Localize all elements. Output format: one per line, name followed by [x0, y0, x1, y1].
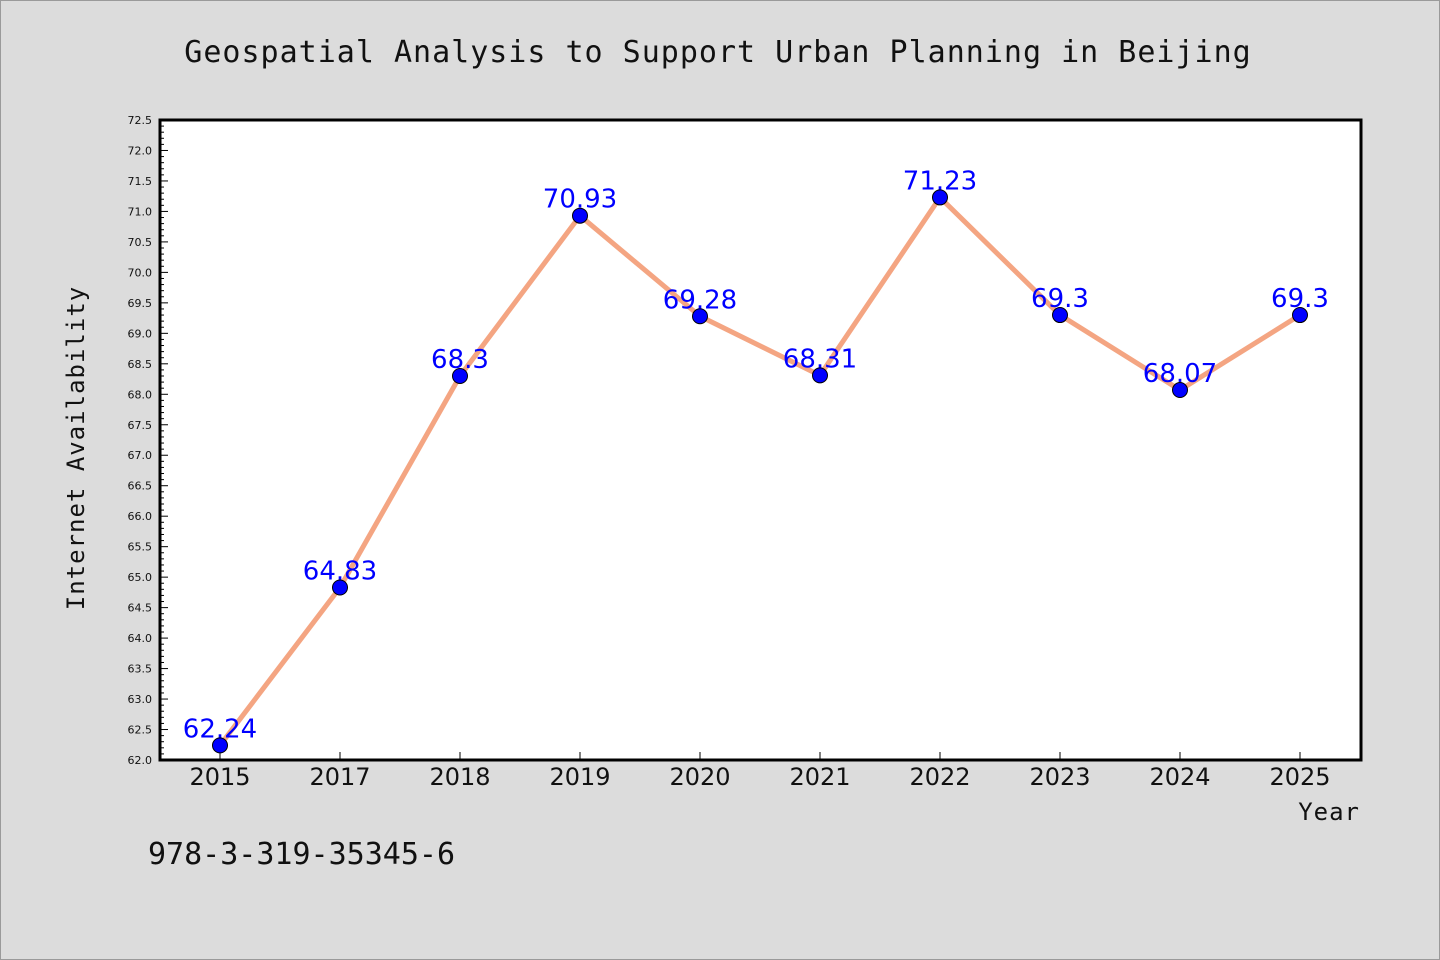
data-label-2015: 62.24: [183, 714, 257, 744]
data-point-2018: [452, 368, 468, 384]
x-axis-label: Year: [1298, 798, 1360, 826]
data-point-2023: [1052, 307, 1068, 324]
data-labels: 62.24 64.83 68.3 70.93 69.28 68.31 71.23 69.3 68…: [183, 166, 1329, 744]
y-tick-label: 71.0: [128, 205, 153, 218]
data-point-2022: [932, 189, 948, 206]
data-label-2023: 69.3: [1031, 284, 1089, 314]
x-tick-label: 2018: [429, 763, 490, 791]
y-tick-label: 66.5: [128, 480, 153, 493]
x-tick-label: 2020: [669, 763, 730, 791]
x-tick-label: 2025: [1269, 763, 1330, 791]
y-tick-label: 63.0: [128, 693, 153, 706]
y-tick-label: 72.0: [128, 144, 153, 157]
data-label-2025: 69.3: [1271, 284, 1329, 314]
data-point-2020: [692, 308, 708, 325]
data-point-2024: [1172, 382, 1188, 399]
y-tick-label: 70.5: [128, 236, 153, 249]
data-label-2017: 64.83: [303, 557, 377, 587]
y-tick-label: 70.0: [128, 266, 153, 279]
x-tick-label: 2017: [309, 763, 370, 791]
y-tick-label: 67.5: [128, 419, 153, 432]
y-tick-label: 62.5: [128, 724, 153, 737]
series-markers: [212, 189, 1308, 754]
y-tick-label: 71.5: [128, 175, 153, 188]
y-tick-label: 63.5: [128, 663, 153, 676]
data-point-2015: [212, 737, 228, 754]
data-label-2018: 68.3: [431, 345, 489, 375]
chart-title: Geospatial Analysis to Support Urban Pla…: [184, 35, 1251, 70]
x-tick-label: 2022: [909, 763, 970, 791]
y-tick-label: 62.0: [128, 754, 153, 767]
x-axis: 2015 2017 2018 2019 2020 2021 2022 2023 2024 2025: [189, 752, 1331, 791]
y-tick-label: 66.0: [128, 510, 153, 523]
x-tick-label: 2021: [789, 763, 850, 791]
plot-frame: [158, 118, 1363, 762]
x-tick-label: 2023: [1029, 763, 1090, 791]
data-label-2019: 70.93: [543, 185, 617, 215]
x-tick-label: 2019: [549, 763, 610, 791]
x-tick-label: 2024: [1149, 763, 1210, 791]
y-tick-label: 69.0: [128, 327, 153, 340]
data-label-2024: 68.07: [1143, 359, 1217, 389]
plot-area: [160, 120, 1361, 760]
y-tick-label: 65.5: [128, 541, 153, 554]
y-tick-label: 64.0: [128, 632, 153, 645]
y-tick-label: 64.5: [128, 602, 153, 615]
data-point-2017: [332, 579, 348, 596]
footer-code: 978-3-319-35345-6: [148, 837, 455, 872]
series-line: [217, 194, 1303, 748]
y-axis: 62.0 62.5 63.0 63.5 64.0 64.5 65.0 65.5 66.0 66.5…: [128, 114, 168, 767]
y-axis-label: Internet Availability: [62, 286, 90, 610]
y-tick-label: 65.0: [128, 571, 153, 584]
data-point-2025: [1292, 307, 1308, 324]
data-label-2020: 69.28: [663, 285, 737, 315]
data-point-2021: [812, 367, 828, 384]
data-label-2022: 71.23: [903, 166, 977, 196]
data-point-2019: [572, 207, 588, 224]
x-tick-label: 2015: [189, 763, 250, 791]
y-tick-label: 69.5: [128, 297, 153, 310]
y-tick-label: 68.5: [128, 358, 153, 371]
y-tick-label: 67.0: [128, 449, 153, 462]
data-label-2021: 68.31: [783, 344, 857, 374]
y-tick-label: 68.0: [128, 388, 153, 401]
y-tick-label: 72.5: [128, 114, 153, 127]
